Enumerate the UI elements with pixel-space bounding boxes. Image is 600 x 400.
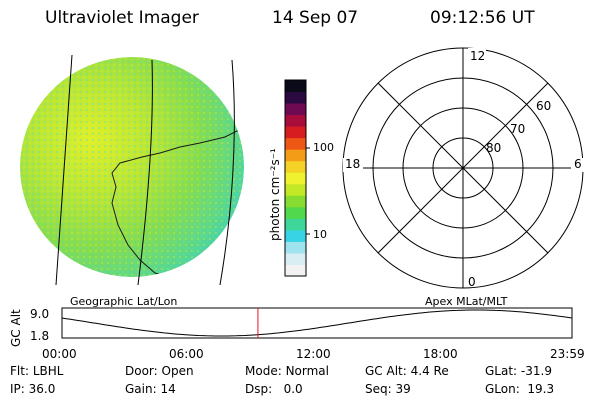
altitude-plot: GC Alt 9.0 1.8 00:00 06:00 12:00 18:00 2…: [9, 307, 585, 361]
door-field: Door: Open: [125, 364, 194, 378]
coastline: [111, 126, 244, 277]
date-label: 14 Sep 07: [272, 8, 359, 28]
time-label: 09:12:56 UT: [430, 8, 535, 28]
uv-disk: [20, 57, 244, 277]
filter-field: Flt: LBHL: [10, 364, 63, 378]
colorbar-block: [285, 252, 306, 265]
timeline-xtick: 12:00: [296, 347, 331, 361]
glon-label: GLon:: [485, 382, 520, 396]
seq-label: Seq:: [365, 382, 392, 396]
colorbar-block: [285, 114, 306, 127]
colorbar-block: [285, 264, 306, 277]
colorbar-block: [285, 172, 306, 185]
dsp-label: Dsp:: [245, 382, 273, 396]
mode-value: Normal: [285, 364, 329, 378]
ip-label: IP:: [10, 382, 25, 396]
colorbar-svg: 100 10 photon cm⁻²s⁻¹: [268, 79, 334, 277]
colorbar-block: [285, 149, 306, 162]
gc-alt-label: GC Alt:: [365, 364, 407, 378]
door-label: Door:: [125, 364, 158, 378]
colorbar-block: [285, 160, 306, 173]
ip-value: 36.0: [28, 382, 56, 396]
glat-label: GLat:: [485, 364, 518, 378]
gain-field: Gain: 14: [125, 382, 176, 396]
colorbar-block: [285, 241, 306, 254]
colorbar-block: [285, 206, 306, 219]
colorbar-tick-label: 10: [313, 228, 327, 241]
timeline-ylabel: GC Alt: [9, 309, 23, 347]
lat-label-60: 60: [536, 99, 551, 113]
altitude-timeline: GC Alt 9.0 1.8 00:00 06:00 12:00 18:00 2…: [0, 292, 600, 362]
colorbar-block: [285, 103, 306, 116]
gc-alt-field: GC Alt: 4.4 Re: [365, 364, 449, 378]
mlt-label-6: 6: [574, 157, 582, 171]
gc-alt-value: 4.4 Re: [410, 364, 449, 378]
timeline-ytick: 9.0: [30, 307, 49, 321]
timeline-frame: [61, 307, 573, 339]
uv-image: [20, 54, 244, 286]
label-bg: [343, 158, 363, 172]
colorbar-block: [285, 183, 306, 196]
colorbar-block: [285, 126, 306, 139]
door-value: Open: [161, 364, 194, 378]
timeline-xtick: 00:00: [42, 347, 77, 361]
gain-value: 14: [160, 382, 176, 396]
mlt-label-0: 0: [468, 275, 476, 289]
mode-label: Mode:: [245, 364, 282, 378]
polar-diagonal: [377, 82, 549, 254]
colorbar-unit-label: photon cm⁻²s⁻¹: [268, 148, 282, 241]
filter-value: LBHL: [32, 364, 64, 378]
dsp-value: 0.0: [283, 382, 303, 396]
longitude-line: [137, 59, 153, 286]
colorbar-block: [285, 229, 306, 242]
mode-field: Mode: Normal: [245, 364, 329, 378]
imager-caption: Geographic Lat/Lon: [70, 295, 178, 308]
colorbar-block: [285, 195, 306, 208]
colorbar: 100 10 photon cm⁻²s⁻¹: [268, 76, 342, 286]
mlt-label-18: 18: [345, 157, 360, 171]
glat-field: GLat: -31.9: [485, 364, 552, 378]
dsp-field: Dsp: 0.0: [245, 382, 303, 396]
seq-value: 39: [395, 382, 411, 396]
instrument-title: Ultraviolet Imager: [45, 8, 199, 28]
mlt-label-12: 12: [470, 49, 485, 63]
timeline-xtick: 18:00: [423, 347, 458, 361]
colorbar-block: [285, 218, 306, 231]
polar-grid: 12 18 6 0 60 70 80: [342, 47, 585, 289]
colorbar-frame: [284, 79, 307, 277]
lat-label-80: 80: [486, 141, 501, 155]
colorbar-tick-label: 100: [313, 141, 334, 154]
glon-field: GLon: 19.3: [485, 382, 554, 396]
colorbar-block: [285, 137, 306, 150]
timeline-ytick: 1.8: [30, 329, 49, 343]
lat-label-70: 70: [510, 122, 525, 136]
filter-label: Flt:: [10, 364, 29, 378]
longitude-line: [219, 59, 235, 286]
polar-caption: Apex MLat/MLT: [425, 295, 508, 308]
polar-plot: 12 18 6 0 60 70 80: [338, 40, 588, 290]
longitude-line: [55, 54, 73, 286]
label-bg: [468, 48, 486, 62]
colorbar-block: [285, 80, 306, 93]
colorbar-scale: [285, 80, 306, 277]
glon-value: 19.3: [527, 382, 555, 396]
ip-field: IP: 36.0: [10, 382, 55, 396]
altitude-curve: [61, 309, 573, 337]
timeline-xtick: 06:00: [169, 347, 204, 361]
seq-field: Seq: 39: [365, 382, 411, 396]
gain-label: Gain:: [125, 382, 157, 396]
timeline-xtick: 23:59: [550, 347, 585, 361]
glat-value: -31.9: [520, 364, 552, 378]
label-bg: [571, 158, 585, 172]
uv-image-panel: [20, 54, 260, 286]
colorbar-block: [285, 91, 306, 104]
